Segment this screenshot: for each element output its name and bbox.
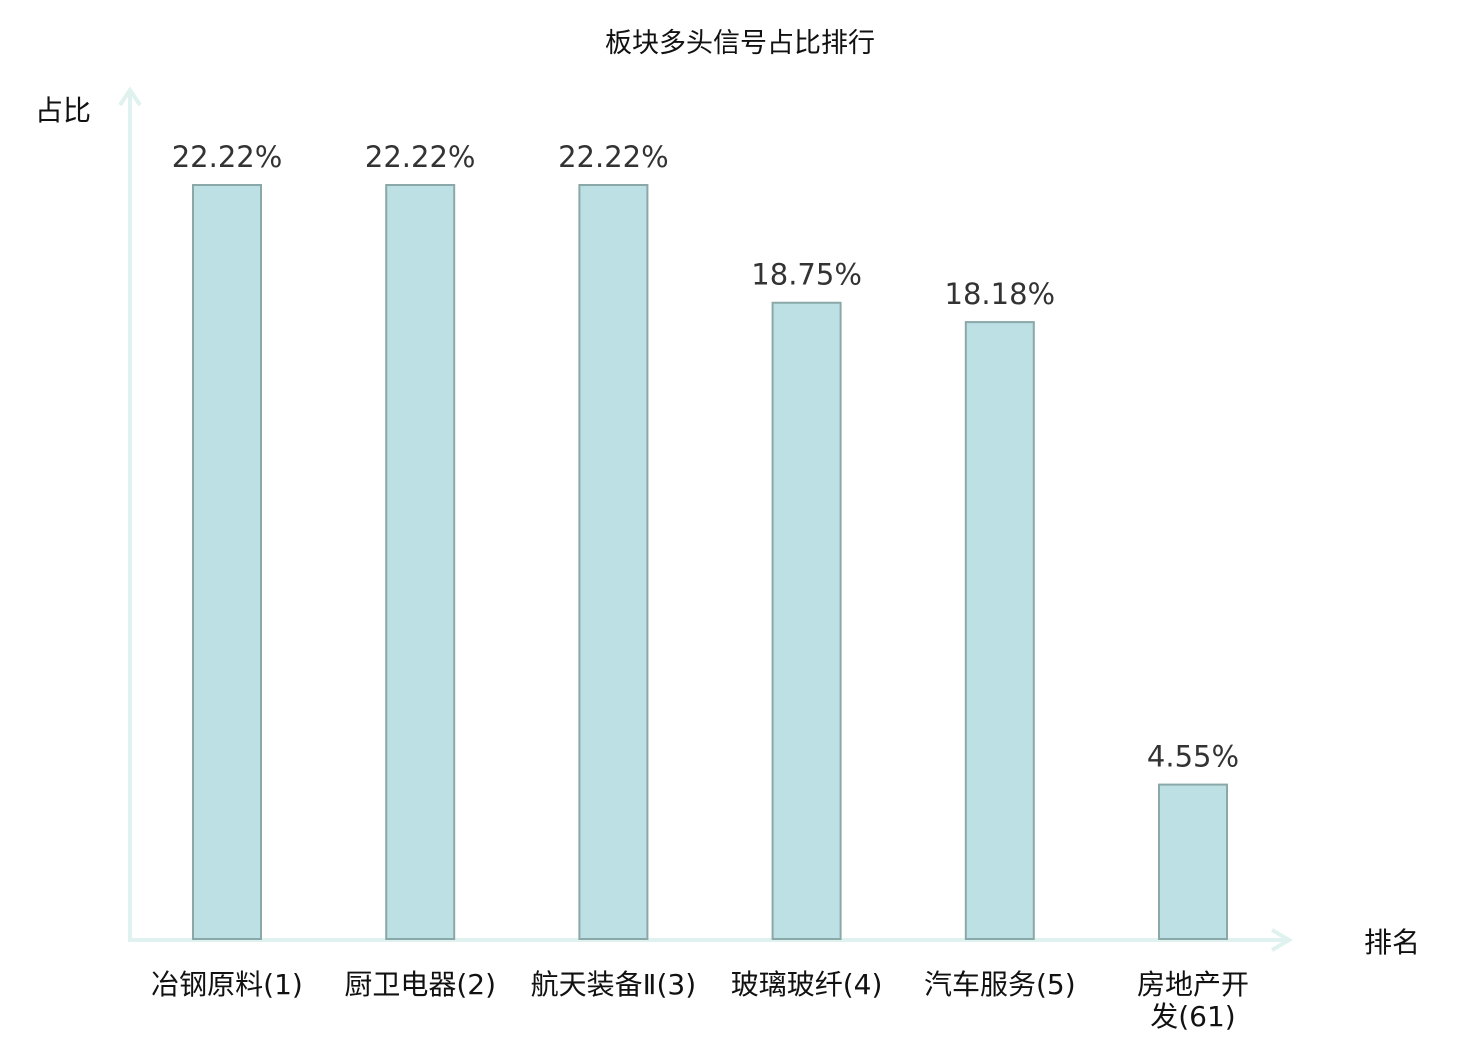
bar xyxy=(192,184,262,940)
axes xyxy=(118,86,1293,952)
data-label: 4.55% xyxy=(1147,740,1239,774)
data-label: 18.75% xyxy=(751,258,862,292)
category-label: 房地产开发(61) xyxy=(1137,968,1249,1033)
category-label: 冶钢原料(1) xyxy=(151,968,303,1001)
category-label: 厨卫电器(2) xyxy=(344,968,496,1001)
data-label: 22.22% xyxy=(365,140,476,174)
bar xyxy=(1158,783,1228,941)
x-axis-label: 排名 xyxy=(1364,926,1420,959)
chart-title: 板块多头信号占比排行 xyxy=(605,28,875,59)
bar xyxy=(964,321,1035,941)
y-axis-arrow-icon xyxy=(118,86,142,107)
category-label: 汽车服务(5) xyxy=(924,968,1076,1001)
bar xyxy=(385,184,456,940)
bar xyxy=(771,301,842,940)
x-axis-arrow-icon xyxy=(1270,928,1293,952)
category-label: 航天装备Ⅱ(3) xyxy=(531,968,696,1001)
data-label: 22.22% xyxy=(172,140,283,174)
bar xyxy=(578,184,649,940)
data-label: 18.18% xyxy=(945,277,1056,311)
data-label: 22.22% xyxy=(558,140,669,174)
category-label: 玻璃玻纤(4) xyxy=(731,968,883,1001)
y-axis-label: 占比 xyxy=(35,94,91,127)
